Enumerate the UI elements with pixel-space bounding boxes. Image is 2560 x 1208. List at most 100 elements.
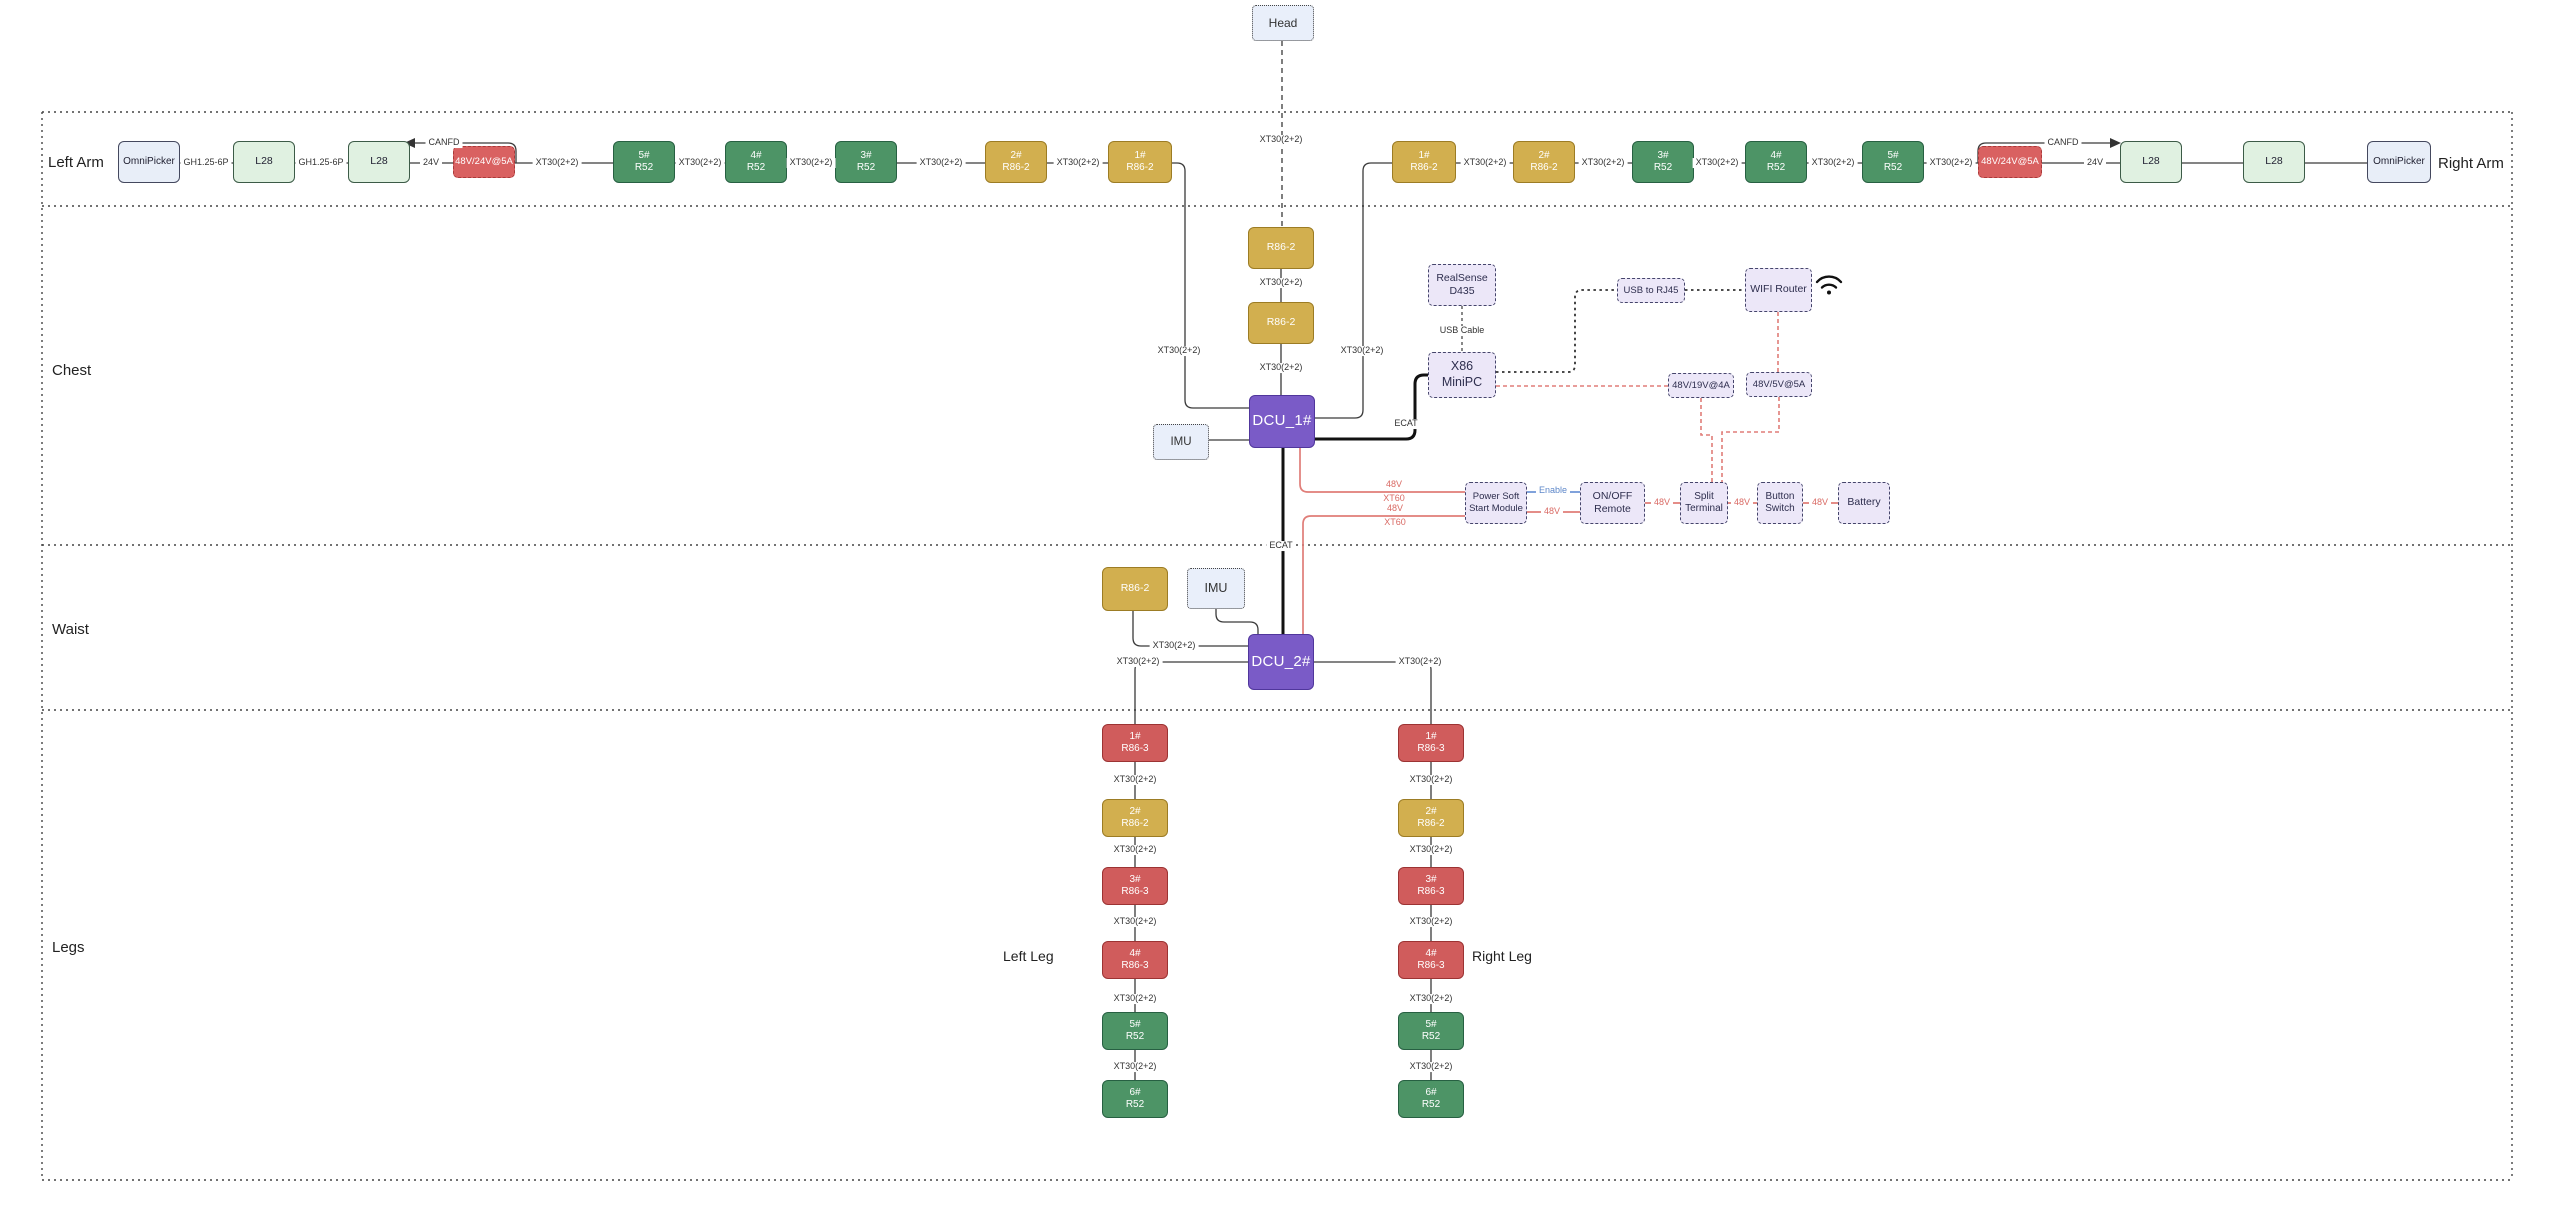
node-onoff-remote: ON/OFF Remote — [1580, 482, 1645, 524]
wire-label: XT30(2+2) — [1926, 157, 1976, 168]
wire-label: XT30(2+2) — [1149, 640, 1199, 651]
wire-label: 24V — [2083, 157, 2107, 168]
node-left-joint1: 1# R86-2 — [1108, 141, 1172, 183]
section-label-waist: Waist — [52, 621, 89, 638]
node-right-joint2: 2# R86-2 — [1513, 141, 1575, 183]
label-48v-in1: 48V — [1382, 479, 1406, 490]
label-48v-b: 48V — [1650, 497, 1674, 508]
node-power-soft-start: Power Soft Start Module — [1465, 482, 1527, 524]
section-label-right-arm: Right Arm — [2438, 155, 2504, 172]
node-right-joint4: 4# R52 — [1745, 141, 1807, 183]
label-xt60-in1: XT60 — [1380, 493, 1408, 504]
wire-label: XT30(2+2) — [1053, 157, 1103, 168]
wire-label: XT30(2+2) — [1256, 362, 1306, 373]
node-right-joint3: 3# R52 — [1632, 141, 1694, 183]
node-rleg-joint4: 4# R86-3 — [1398, 941, 1464, 979]
wire-label: XT30(2+2) — [1406, 774, 1456, 785]
node-right-l28-inner: L28 — [2120, 141, 2182, 183]
wire-label-left-drop: XT30(2+2) — [1154, 345, 1204, 356]
wire-label: XT30(2+2) — [1692, 157, 1742, 168]
node-right-omnipicker: OmniPicker — [2367, 141, 2431, 183]
wire-label: XT30(2+2) — [1113, 656, 1163, 667]
label-48v-a: 48V — [1540, 506, 1564, 517]
wire-label-right-drop: XT30(2+2) — [1337, 345, 1387, 356]
node-waist-r86: R86-2 — [1102, 567, 1168, 611]
wire-label: XT30(2+2) — [1578, 157, 1628, 168]
wire-label: XT30(2+2) — [1395, 656, 1445, 667]
wifi-icon — [1815, 275, 1843, 295]
node-left-l28-outer: L28 — [233, 141, 295, 183]
section-label-left-arm: Left Arm — [48, 154, 104, 171]
label-ecat-spine: ECAT — [1266, 540, 1296, 551]
wire-label: XT30(2+2) — [1110, 774, 1160, 785]
node-lleg-joint3: 3# R86-3 — [1102, 867, 1168, 905]
node-rleg-joint3: 3# R86-3 — [1398, 867, 1464, 905]
node-left-omnipicker: OmniPicker — [118, 141, 180, 183]
node-lleg-joint1: 1# R86-3 — [1102, 724, 1168, 762]
node-left-joint5: 5# R52 — [613, 141, 675, 183]
node-lleg-joint5: 5# R52 — [1102, 1012, 1168, 1050]
node-rleg-joint6: 6# R52 — [1398, 1080, 1464, 1118]
node-left-joint2: 2# R86-2 — [985, 141, 1047, 183]
wire-label: 24V — [419, 157, 443, 168]
wire-label: XT30(2+2) — [916, 157, 966, 168]
node-dcu-1: DCU_1# — [1249, 395, 1315, 448]
wire-label-head-drop: XT30(2+2) — [1256, 134, 1306, 145]
label-48v-c: 48V — [1730, 497, 1754, 508]
label-48v-in2: 48V — [1383, 503, 1407, 514]
section-label-chest: Chest — [52, 362, 92, 379]
node-right-joint5: 5# R52 — [1862, 141, 1924, 183]
wire-label: XT30(2+2) — [675, 157, 725, 168]
wire-label: XT30(2+2) — [1808, 157, 1858, 168]
node-conv-48v-5v: 48V/5V@5A — [1746, 372, 1812, 397]
wire-label: XT30(2+2) — [1406, 916, 1456, 927]
node-head: Head — [1252, 5, 1314, 41]
node-lleg-joint2: 2# R86-2 — [1102, 799, 1168, 837]
node-rleg-joint1: 1# R86-3 — [1398, 724, 1464, 762]
node-left-joint3: 3# R52 — [835, 141, 897, 183]
wire-label: XT30(2+2) — [1110, 844, 1160, 855]
label-enable: Enable — [1535, 485, 1571, 496]
label-48v-d: 48V — [1808, 497, 1832, 508]
node-button-switch: Button Switch — [1757, 482, 1803, 524]
node-left-dcdc-48v-24v: 48V/24V@5A — [453, 146, 515, 178]
label-left-leg: Left Leg — [1003, 948, 1054, 964]
label-usb-cable: USB Cable — [1436, 325, 1488, 336]
node-left-joint4: 4# R52 — [725, 141, 787, 183]
node-waist-imu: IMU — [1187, 568, 1245, 609]
node-lleg-joint4: 4# R86-3 — [1102, 941, 1168, 979]
wire-label: XT30(2+2) — [1110, 993, 1160, 1004]
node-right-joint1: 1# R86-2 — [1392, 141, 1456, 183]
label-right-leg: Right Leg — [1472, 948, 1532, 964]
wire-label: XT30(2+2) — [1110, 1061, 1160, 1072]
wire-label: GH1.25-6P — [180, 157, 232, 168]
node-chest-imu: IMU — [1153, 424, 1209, 460]
wire-label: XT30(2+2) — [532, 157, 582, 168]
label-ecat-pc: ECAT — [1391, 418, 1421, 429]
section-label-legs: Legs — [52, 939, 85, 956]
canfd-right-arrowhead — [2110, 138, 2121, 148]
label-xt60-in2: XT60 — [1381, 517, 1409, 528]
wire-label: GH1.25-6P — [295, 157, 347, 168]
node-left-l28-inner: L28 — [348, 141, 410, 183]
node-rleg-joint5: 5# R52 — [1398, 1012, 1464, 1050]
node-x86-minipc: X86 MiniPC — [1428, 352, 1496, 398]
node-dcu-2: DCU_2# — [1248, 634, 1314, 690]
wire-label: XT30(2+2) — [1110, 916, 1160, 927]
wire-label: XT30(2+2) — [1256, 277, 1306, 288]
node-right-dcdc-48v-24v: 48V/24V@5A — [1978, 146, 2042, 178]
node-lleg-joint6: 6# R52 — [1102, 1080, 1168, 1118]
wire-label: XT30(2+2) — [1406, 1061, 1456, 1072]
node-chest-r86-upper: R86-2 — [1248, 227, 1314, 269]
wire-label: XT30(2+2) — [786, 157, 836, 168]
wire-label-canfd: CANFD — [2044, 137, 2082, 148]
node-rleg-joint2: 2# R86-2 — [1398, 799, 1464, 837]
node-battery: Battery — [1838, 482, 1890, 524]
canfd-left-arrowhead — [404, 138, 415, 148]
wire-label-canfd: CANFD — [425, 137, 463, 148]
node-wifi-router: WIFI Router — [1745, 268, 1812, 312]
node-right-l28-outer: L28 — [2243, 141, 2305, 183]
node-split-terminal: Split Terminal — [1680, 482, 1728, 524]
node-chest-r86-lower: R86-2 — [1248, 302, 1314, 344]
